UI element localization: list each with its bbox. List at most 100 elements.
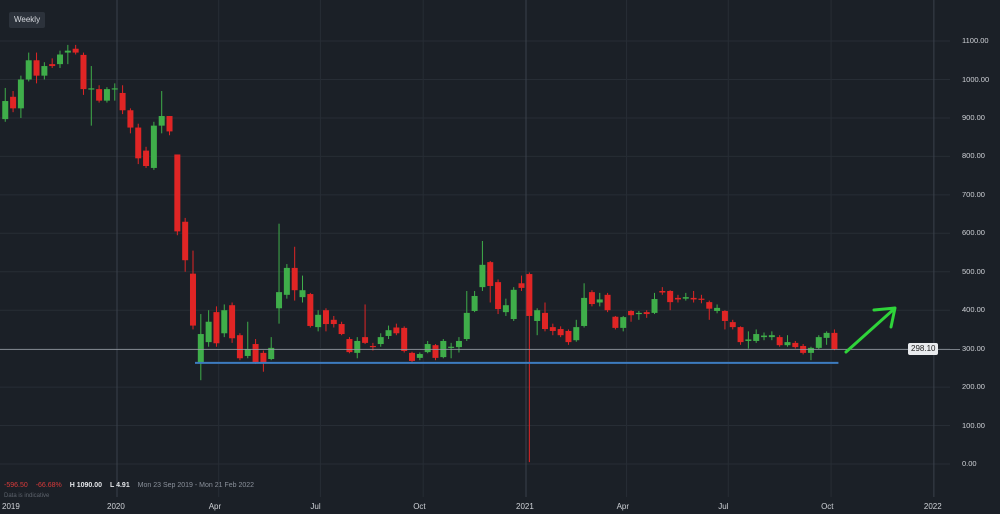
y-tick-label: 100.00 — [962, 420, 985, 430]
candle-body — [487, 262, 494, 286]
summary-bar: -596.50 -66.68% H 1090.00 L 4.91 Mon 23 … — [4, 481, 260, 490]
candle-body — [252, 344, 259, 363]
candle-body — [455, 340, 462, 348]
candle-body — [604, 294, 611, 311]
candle-body — [158, 116, 165, 126]
candle-body — [338, 324, 345, 335]
x-tick-label: Jul — [310, 502, 321, 511]
candle-body — [299, 290, 306, 298]
candle-body — [354, 340, 361, 353]
candle-body — [135, 127, 142, 159]
candle-body — [674, 297, 681, 300]
candle-body — [322, 310, 329, 325]
candle-body — [776, 337, 783, 346]
candle-body — [667, 290, 674, 303]
y-tick-label: 200.00 — [962, 382, 985, 392]
x-tick-label: 2021 — [516, 502, 534, 511]
candle-body — [72, 48, 79, 53]
candle-body — [682, 297, 689, 299]
candle-body — [260, 352, 267, 363]
candle-body — [127, 110, 134, 128]
candle-body — [432, 345, 439, 358]
candle-body — [581, 297, 588, 326]
candle-body — [831, 332, 838, 350]
y-tick-label: 300.00 — [962, 343, 985, 353]
x-tick-label: Oct — [413, 502, 426, 511]
candle-body — [737, 327, 744, 343]
candle-body — [96, 89, 103, 101]
candle-body — [518, 283, 525, 288]
candle-body — [393, 327, 400, 334]
trend-arrow-shaft — [844, 307, 896, 354]
candle-body — [745, 339, 752, 341]
candle-body — [346, 339, 353, 353]
y-tick-label: 800.00 — [962, 151, 985, 161]
candle-body — [495, 282, 502, 310]
candle-body — [401, 327, 408, 351]
candle-body — [57, 54, 64, 65]
candle-body — [229, 305, 236, 339]
x-tick-label: Apr — [616, 502, 630, 511]
candle-body — [541, 312, 548, 330]
candle-body — [463, 312, 470, 340]
candle-body — [64, 50, 71, 53]
x-tick-label: 2019 — [2, 502, 20, 511]
candle-body — [792, 342, 799, 348]
candle-body — [33, 60, 40, 76]
candle-body — [377, 337, 384, 345]
candle-body — [690, 297, 697, 300]
candle-body — [166, 116, 173, 132]
candle-body — [236, 335, 243, 359]
candle-body — [549, 327, 556, 331]
candle-body — [510, 289, 517, 320]
candle-body — [197, 334, 204, 364]
candle-body — [25, 60, 32, 80]
candle-body — [189, 273, 196, 326]
y-tick-label: 400.00 — [962, 305, 985, 315]
y-tick-label: 700.00 — [962, 189, 985, 199]
candle-body — [362, 337, 369, 343]
candle-body — [588, 292, 595, 305]
candle-body — [276, 292, 283, 309]
candle-body — [205, 321, 212, 343]
candle-body — [471, 295, 478, 311]
candle-body — [41, 66, 48, 76]
candle-body — [221, 310, 228, 334]
candle-body — [291, 267, 298, 291]
candle-body — [17, 79, 24, 109]
interval-badge[interactable]: Weekly — [9, 12, 46, 28]
candle-body — [330, 319, 337, 325]
x-tick-label: Apr — [208, 502, 222, 511]
candle-body — [448, 346, 455, 348]
candle-body — [88, 88, 95, 90]
candle-body — [103, 89, 110, 101]
candle-body — [307, 294, 314, 326]
candle-body — [761, 335, 768, 338]
candle-body — [573, 327, 580, 341]
low-value: L 4.91 — [110, 482, 130, 489]
candle-body — [479, 264, 486, 288]
y-tick-label: 0.00 — [962, 459, 977, 468]
candle-body — [784, 342, 791, 346]
y-tick-label: 600.00 — [962, 228, 985, 238]
candle-body — [244, 349, 251, 356]
x-tick-label: 2022 — [923, 502, 942, 511]
candle-body — [651, 299, 658, 313]
candle-body — [714, 307, 721, 311]
x-tick-label: Jul — [718, 502, 729, 511]
candle-body — [565, 330, 572, 343]
candle-body — [628, 310, 635, 316]
candle-body — [416, 354, 423, 358]
candle-body — [823, 332, 830, 338]
candle-body — [768, 335, 775, 338]
candle-body — [283, 267, 290, 295]
trend-arrow-head — [872, 306, 897, 329]
candle-body — [49, 64, 56, 67]
candle-body — [534, 310, 541, 321]
candle-body — [698, 298, 705, 300]
candle-body — [2, 101, 9, 120]
y-tick-label: 900.00 — [962, 112, 985, 122]
candle-body — [424, 344, 431, 353]
candle-body — [753, 334, 760, 341]
